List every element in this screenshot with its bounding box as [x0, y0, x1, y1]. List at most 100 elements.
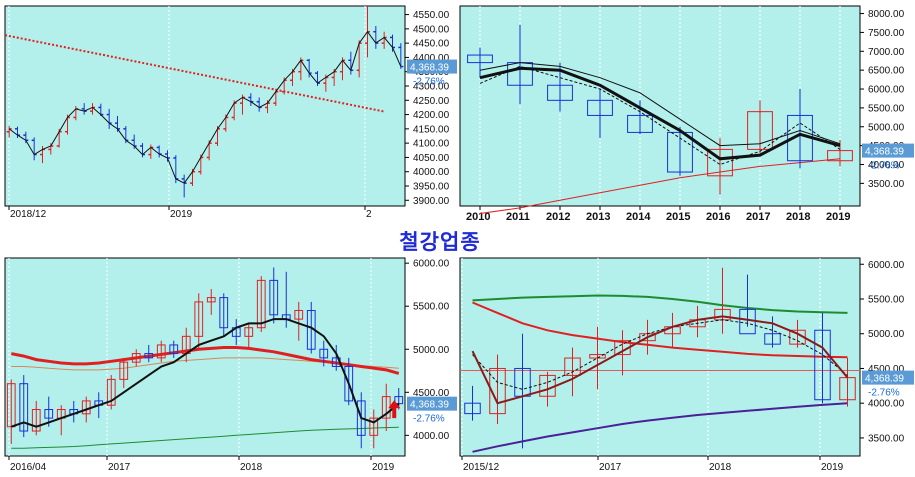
y-tick-label: 4300.00 — [413, 82, 450, 93]
ma-dashed-line — [472, 319, 848, 390]
candle-body — [589, 354, 606, 359]
candle-body — [44, 409, 54, 419]
y-tick-label: 7000.00 — [868, 47, 905, 58]
y-tick-label: 5500.00 — [868, 294, 905, 305]
plot-area — [459, 257, 861, 457]
price-label: 4,368.39 — [865, 374, 904, 385]
price-label: 4,368.39 — [410, 63, 449, 74]
y-tick-label: 6000.00 — [868, 260, 905, 271]
y-tick-label: 3900.00 — [413, 196, 450, 207]
y-tick-label: 5000.00 — [413, 345, 450, 356]
y-tick-label: 5500.00 — [413, 302, 450, 313]
x-tick-label: 2017 — [108, 462, 131, 473]
x-tick-label: 2012 — [546, 211, 570, 223]
x-tick-label: 2 — [366, 209, 372, 220]
chart-panel-daily: 3900.00 3950.00 4000.00 4050.00 4100.00 4150.… — [0, 0, 457, 225]
x-tick-label: 2019 — [170, 209, 193, 220]
chart-panel-quarterly: 3500.00 4000.00 4500.00 5000.00 5500.00 6000.… — [458, 252, 915, 477]
candle-body — [219, 297, 229, 329]
y-tick-label: 4450.00 — [413, 39, 450, 50]
candle-body — [547, 84, 573, 101]
y-tick-label: 4000.00 — [868, 399, 905, 410]
candle-body — [489, 367, 506, 415]
price-label-box — [862, 370, 914, 385]
ma-green-line — [11, 426, 399, 449]
y-tick-label: 6000.00 — [868, 85, 905, 96]
candle-body — [356, 400, 366, 436]
y-tick-label: 4400.00 — [413, 53, 450, 64]
y-tick-label: 6500.00 — [868, 66, 905, 77]
candle-body — [19, 383, 29, 432]
ma-green-line — [472, 294, 848, 314]
y-tick-label: 5000.00 — [868, 329, 905, 340]
chart-panel-yearly: 3500.004000.004500.005000.005500.006000.… — [458, 0, 915, 225]
x-tick-label: 2013 — [586, 211, 610, 223]
candle-body — [319, 348, 329, 359]
candle-body — [839, 377, 856, 401]
x-tick-label: 2018/12 — [10, 209, 47, 220]
price-label: 4,368.39 — [865, 147, 904, 158]
ma-black-line — [10, 318, 400, 428]
y-tick-label: 4500.00 — [868, 364, 905, 375]
y-tick-label: 4150.00 — [413, 124, 450, 135]
price-label: 4,368.39 — [410, 400, 449, 411]
candle-body — [156, 344, 166, 359]
x-tick-label: 2019 — [372, 462, 395, 473]
candle-body — [344, 365, 354, 402]
pct-change-label: -2.76% — [868, 388, 900, 399]
ma-long-dotted-line — [4, 34, 386, 113]
x-tick-label: 2018 — [786, 211, 810, 223]
y-tick-label: 3950.00 — [413, 182, 450, 193]
ma-long-line — [479, 158, 841, 214]
y-tick-label: 4550.00 — [413, 10, 450, 21]
pct-change-label: -2.76% — [413, 77, 445, 88]
candle-body — [119, 361, 129, 380]
y-tick-label: 4250.00 — [413, 96, 450, 107]
price-label-box — [862, 143, 914, 158]
candle-body — [194, 301, 204, 337]
y-tick-label: 5000.00 — [868, 122, 905, 133]
candle-body — [764, 333, 781, 345]
y-tick-label: 4200.00 — [413, 110, 450, 121]
y-tick-label: 5500.00 — [868, 103, 905, 114]
y-tick-label: 4000.00 — [413, 167, 450, 178]
up-arrow-icon — [388, 400, 401, 419]
candle-body — [169, 344, 179, 355]
plot-area — [4, 257, 406, 457]
candle-body — [707, 148, 733, 177]
candle-body — [827, 150, 853, 162]
candle-body — [144, 353, 154, 359]
y-tick-label: 4000.00 — [868, 160, 905, 171]
y-tick-label: 4500.00 — [413, 388, 450, 399]
ma-purple-line — [472, 402, 848, 453]
price-label-box — [407, 396, 457, 411]
x-tick-label: 2015 — [666, 211, 690, 223]
chart-panel-monthly: 4000.00 4500.00 5000.00 5500.00 6000.00 2016/… — [0, 252, 457, 477]
ma-black-line — [479, 66, 841, 161]
candle-body — [269, 279, 279, 316]
y-tick-label: 4100.00 — [413, 139, 450, 150]
x-tick-label: 2018 — [240, 462, 263, 473]
monthly-chart-svg: 4000.00 4500.00 5000.00 5500.00 6000.00 2016/… — [4, 257, 457, 473]
candle-body — [131, 353, 141, 363]
candle-body — [467, 54, 493, 64]
x-tick-label: 2019 — [821, 462, 844, 473]
candle-body — [244, 327, 254, 337]
x-tick-label: 2011 — [506, 211, 530, 223]
y-tick-label: 6000.00 — [413, 259, 450, 270]
candle-body — [206, 297, 216, 303]
ma-thin-line — [479, 62, 841, 147]
pct-change-label: -2.76% — [413, 414, 445, 425]
y-tick-label: 3500.00 — [868, 179, 905, 190]
x-tick-label: 2014 — [626, 211, 651, 223]
ma-red-line — [472, 301, 848, 359]
y-tick-label: 4000.00 — [413, 431, 450, 442]
close-price-line — [8, 30, 402, 184]
ma-red-line — [11, 346, 400, 375]
candle-body — [6, 383, 16, 428]
candle-body — [369, 417, 379, 436]
page-title: 철강업종 — [399, 230, 481, 254]
x-tick-label: 2017 — [599, 462, 622, 473]
yearly-chart-svg: 3500.004000.004500.005000.005500.006000.… — [459, 5, 914, 223]
pct-change-label: -2.76% — [868, 161, 900, 172]
